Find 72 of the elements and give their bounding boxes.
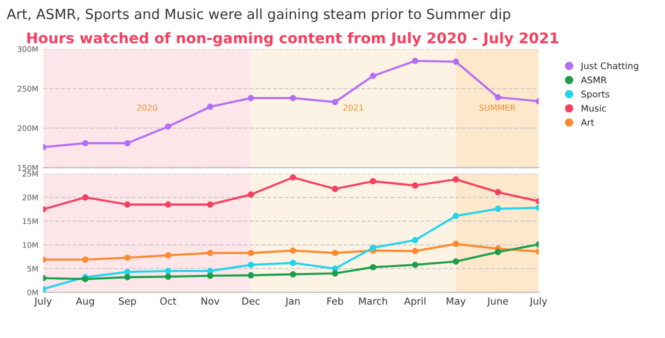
point: [164, 123, 172, 130]
x-tick-label: March: [359, 297, 388, 305]
point: [248, 191, 254, 198]
point: [124, 254, 131, 261]
point: [412, 262, 418, 268]
point: [290, 247, 296, 254]
point: [452, 212, 459, 220]
point: [82, 194, 88, 201]
x-tick-label: Aug: [76, 298, 94, 307]
x-tick-label: Feb: [327, 297, 344, 305]
point: [370, 72, 376, 80]
point: [207, 201, 214, 208]
point: [412, 182, 418, 189]
point: [412, 58, 418, 64]
point: [370, 264, 376, 270]
x-tick-label: April: [404, 297, 426, 307]
legend-label: Just Chatting: [580, 62, 638, 71]
point: [370, 244, 376, 251]
band-label: 2020: [137, 104, 158, 111]
point: [82, 256, 88, 263]
point: [290, 94, 296, 102]
legend-label: Art: [580, 119, 594, 126]
point: [494, 206, 502, 212]
point: [452, 176, 459, 182]
legend-label: Sports: [581, 90, 610, 100]
x-tick-label: Nov: [202, 298, 220, 305]
x-tick-label: July: [34, 297, 52, 307]
point: [164, 274, 172, 280]
point: [332, 270, 338, 276]
point: [207, 104, 214, 110]
point: [124, 274, 131, 280]
line-series: [43, 241, 539, 282]
band-label: 2021: [343, 104, 364, 111]
chart-title: Art, ASMR, Sports and Music were all gaining steam prior to Summer dip: [6, 8, 510, 22]
point: [412, 237, 418, 244]
chart-subtitle: Hours watched of non-gaming content from July 2020 - July 2021: [27, 32, 558, 46]
point: [494, 189, 502, 196]
point: [332, 250, 338, 256]
x-tick-label: Sep: [118, 297, 136, 307]
point: [124, 201, 131, 208]
point: [248, 94, 254, 102]
point: [290, 271, 296, 278]
point: [164, 252, 172, 258]
point: [452, 58, 459, 65]
point: [207, 250, 214, 256]
point: [164, 268, 172, 274]
x-tick-label: May: [446, 298, 466, 307]
point: [332, 98, 338, 106]
x-tick-label: July: [529, 297, 548, 307]
point: [494, 248, 502, 256]
legend-label: ASMR: [580, 76, 607, 84]
point: [412, 248, 418, 254]
x-tick-label: Dec: [242, 298, 260, 305]
point: [248, 272, 254, 278]
legend-label: Music: [582, 104, 606, 112]
x-tick-label: Oct: [160, 297, 176, 305]
point: [370, 178, 376, 184]
point: [452, 240, 459, 248]
point: [290, 260, 296, 266]
point: [82, 140, 88, 146]
point: [164, 201, 172, 208]
point: [494, 94, 502, 100]
point: [248, 262, 254, 268]
x-tick-label: June: [486, 298, 508, 307]
point: [332, 186, 338, 192]
point: [290, 174, 296, 181]
band-label: SUMMER: [479, 104, 516, 111]
point: [124, 140, 131, 146]
point: [207, 272, 214, 279]
x-tick-label: Jan: [284, 298, 300, 307]
point: [452, 258, 459, 265]
point: [248, 250, 254, 256]
